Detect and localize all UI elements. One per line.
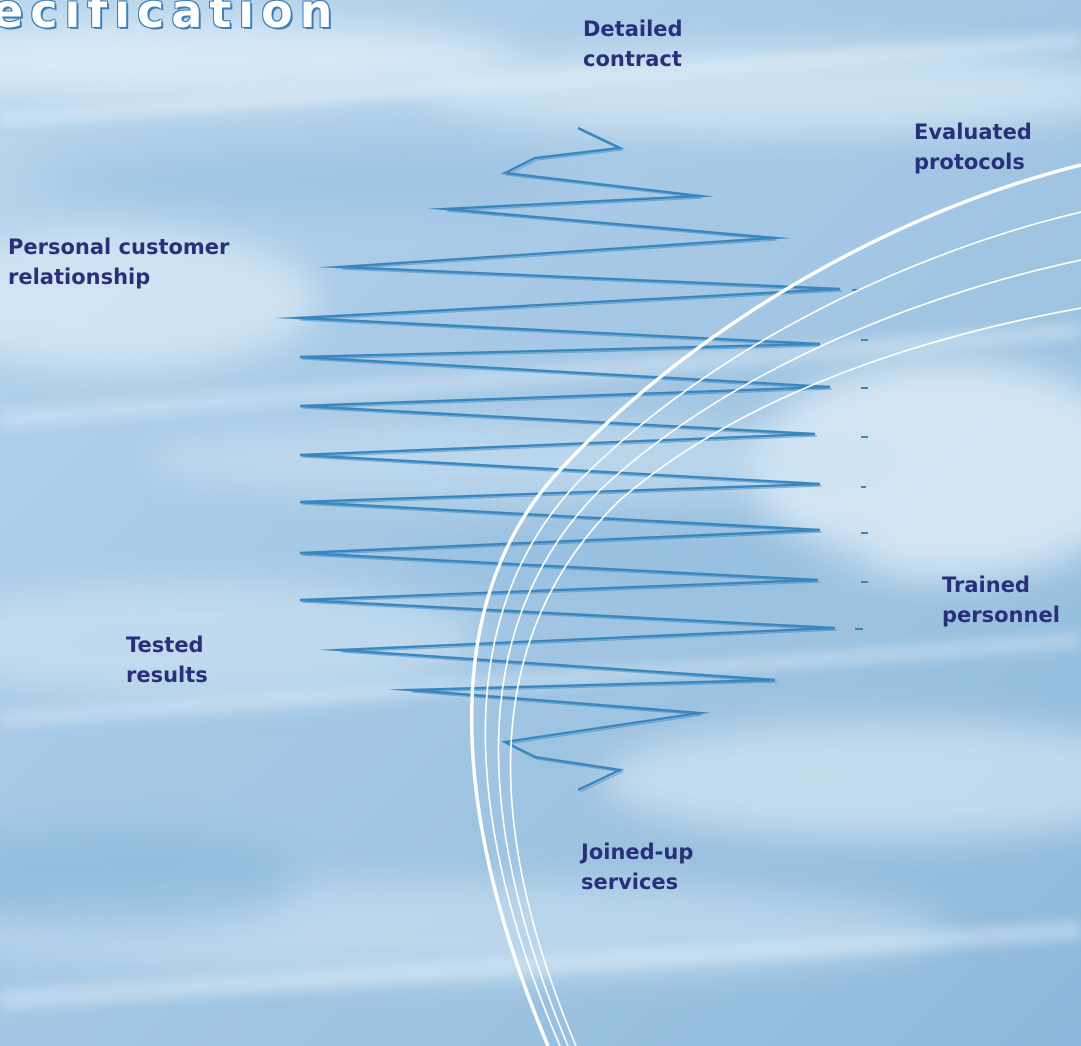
label-trained-personnel: Trained personnel — [942, 570, 1060, 630]
page-title: ecification — [0, 0, 340, 38]
label-line: Joined-up — [581, 840, 694, 864]
label-line: Personal customer — [8, 235, 230, 259]
label-line: personnel — [942, 603, 1060, 627]
label-line: results — [126, 663, 208, 687]
zigzag-stroke — [274, 126, 841, 792]
label-line: services — [581, 870, 679, 894]
label-line: Evaluated — [914, 120, 1032, 144]
label-evaluated-protocols: Evaluated protocols — [914, 117, 1032, 177]
zigzag-spiral-mark — [274, 126, 843, 793]
label-joined-up-services: Joined-up services — [581, 837, 693, 897]
label-personal-customer-relationship: Personal customer relationship — [8, 232, 229, 292]
label-line: Trained — [942, 573, 1030, 597]
label-line: Tested — [126, 633, 204, 657]
label-line: relationship — [8, 265, 151, 289]
label-tested-results: Tested results — [126, 630, 208, 690]
label-detailed-contract: Detailed contract — [583, 14, 683, 74]
label-line: Detailed — [583, 17, 683, 41]
white-arc-lines — [469, 163, 1081, 1046]
label-line: contract — [583, 47, 682, 71]
zigzag-texture — [299, 129, 843, 793]
label-line: protocols — [914, 150, 1025, 174]
